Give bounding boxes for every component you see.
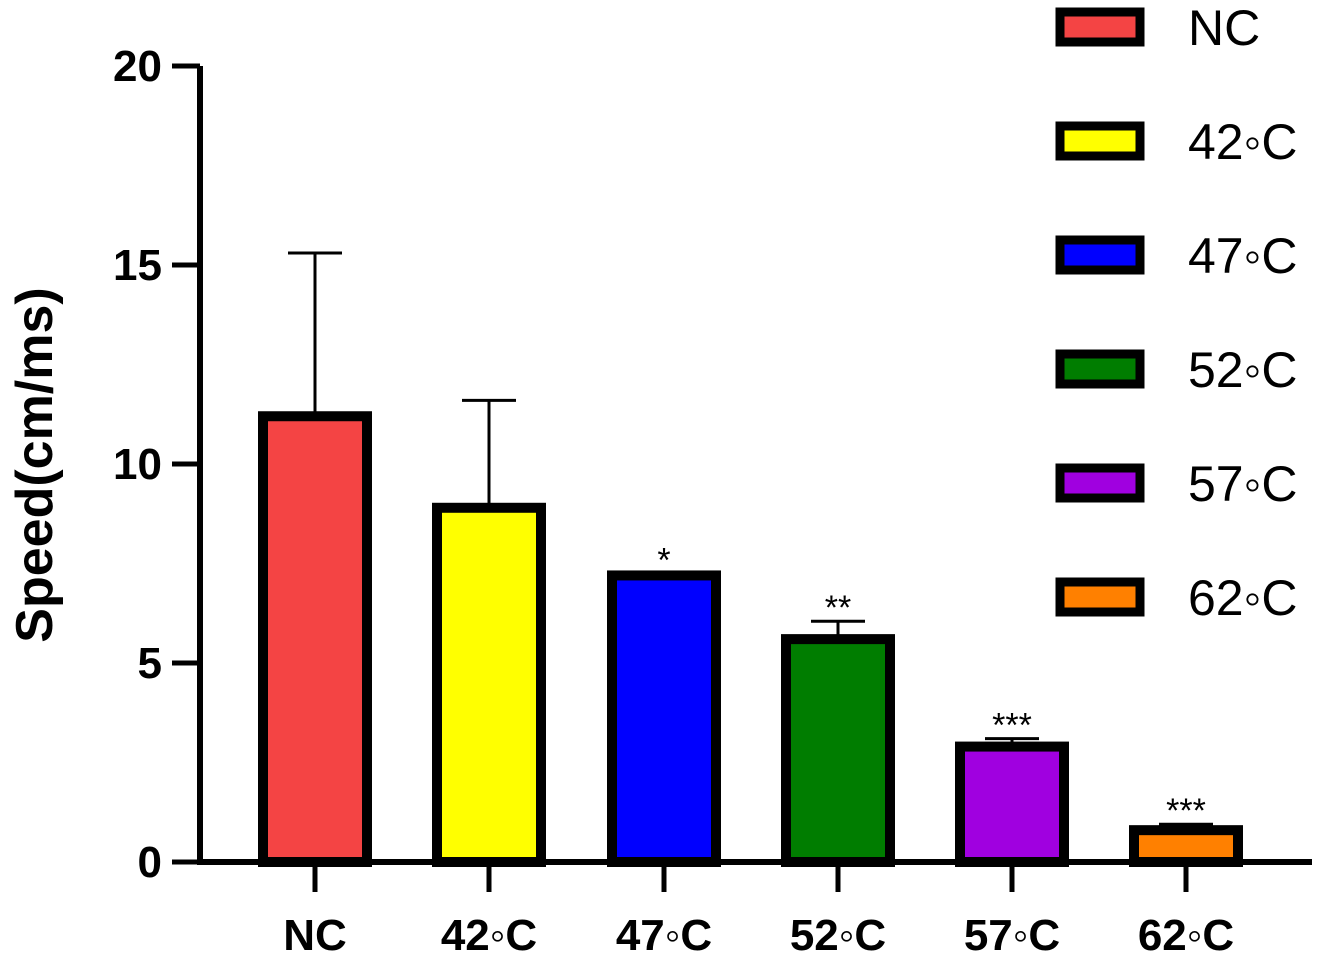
legend-label: NC [1188, 0, 1260, 56]
x-tick-label: 62◦C [1138, 911, 1234, 960]
legend-label: 57◦C [1188, 456, 1297, 512]
bar [432, 502, 546, 867]
y-tick-label: 5 [138, 639, 162, 688]
legend-label: 42◦C [1188, 114, 1297, 170]
x-tick-label: 57◦C [964, 911, 1060, 960]
legend-label: 52◦C [1188, 342, 1297, 398]
legend-swatch [1055, 235, 1145, 275]
y-tick-label: 0 [138, 838, 162, 887]
x-tick-label: 47◦C [616, 911, 712, 960]
bar [1129, 825, 1243, 867]
y-tick-label: 10 [113, 440, 162, 489]
significance-label: ** [825, 589, 851, 627]
legend: NC 42◦C 47◦C 52◦C 57◦C 62◦C [1055, 0, 1297, 626]
significance-label: *** [992, 707, 1032, 745]
bar [955, 741, 1069, 868]
legend-swatch [1055, 121, 1145, 161]
legend-label: 62◦C [1188, 570, 1297, 626]
bars: ********* [258, 251, 1243, 868]
bar [258, 411, 372, 867]
legend-swatch [1055, 7, 1145, 47]
y-tick-label: 15 [113, 241, 162, 290]
legend-swatch [1055, 463, 1145, 503]
legend-swatch [1055, 577, 1145, 617]
bar [781, 634, 895, 867]
legend-label: 47◦C [1188, 228, 1297, 284]
x-tick-label: 52◦C [790, 911, 886, 960]
significance-label: *** [1166, 792, 1206, 830]
significance-label: * [657, 541, 670, 579]
legend-swatch [1055, 349, 1145, 389]
axes: 0 5 10 15 20 NC 42◦C 47◦C 52◦C 57◦C 62◦C [113, 42, 1312, 960]
y-tick-label: 20 [113, 42, 162, 91]
bar [607, 570, 721, 867]
y-axis-label: Speed(cm/ms) [6, 287, 64, 642]
x-tick-label: 42◦C [441, 911, 537, 960]
x-tick-label: NC [283, 911, 347, 960]
